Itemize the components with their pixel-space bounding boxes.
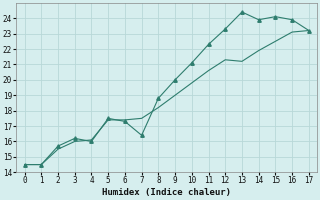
X-axis label: Humidex (Indice chaleur): Humidex (Indice chaleur) bbox=[102, 188, 231, 197]
